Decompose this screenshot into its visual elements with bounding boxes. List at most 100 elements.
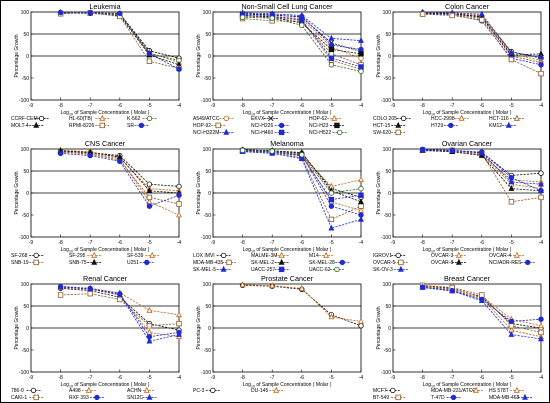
legend: CCRF-CEM HL-60(TB) K-562 MOLT-4 RPMI-8226 SR — [11, 114, 157, 129]
legend: LOX IMVI MALME-3M M14 MDA-MB-435 SK-MEL-2 SK-… — [193, 251, 350, 273]
data-point-legend-ovcar-5 — [398, 259, 404, 266]
data-point-bt-549 — [538, 329, 544, 336]
data-point-legend-m14 — [323, 251, 330, 258]
y-tick-label: 0 — [388, 326, 391, 332]
data-point-nci-h226 — [328, 42, 335, 48]
data-point-legend-mda-mb-435 — [226, 259, 232, 266]
y-tick-label: 100 — [383, 147, 392, 153]
series-sk-mel-5 — [239, 148, 364, 231]
data-point-legend-ht29 — [448, 122, 454, 129]
x-tick-label: -8 — [58, 240, 63, 246]
y-tick-label: -100 — [201, 235, 211, 241]
x-tick-label: -7 — [88, 240, 93, 246]
data-point-legend-sf-295 — [91, 251, 98, 258]
x-tick-label: -9 — [391, 103, 396, 109]
y-tick-label: -50 — [204, 213, 211, 219]
panel-title: Non-Small Cell Lung Cancer — [241, 2, 333, 11]
data-point-sk-ov-3 — [449, 147, 456, 154]
data-point-caki-1 — [176, 320, 182, 327]
data-point-nci-h522 — [239, 14, 246, 20]
legend-item-hct-15: HCT-15 — [373, 121, 406, 129]
x-axis-label-base: 10 — [431, 385, 435, 389]
x-tick-label: -7 — [270, 103, 275, 109]
x-axis-label-log: Log — [423, 110, 432, 116]
data-point-t-47d — [508, 318, 515, 325]
data-point-bt-549 — [508, 323, 515, 329]
legend-label: SN12C — [127, 395, 144, 401]
data-point-legend-sk-mel-2 — [278, 258, 285, 265]
legend-label: NCI-H322M — [193, 130, 219, 136]
x-tick-label: -6 — [118, 375, 123, 381]
series-uacc-62 — [239, 147, 364, 196]
data-point-legend-achn — [143, 386, 150, 393]
y-tick-label: 50 — [385, 304, 391, 310]
x-tick-label: -7 — [450, 103, 455, 109]
y-tick-label: 50 — [23, 304, 29, 310]
data-point-sn12c — [116, 290, 123, 297]
data-point-nci-h460 — [358, 64, 364, 70]
series-line-nci-h522 — [242, 16, 362, 72]
data-point-sk-ov-3 — [419, 146, 426, 153]
legend: IGROV1 OVCAR-3 OVCAR-4 OVCAR-5 OVCAR-8 NCI/AD… — [373, 251, 535, 273]
x-axis-label-text: of Sample Concentration ( Molar ) — [73, 247, 150, 253]
data-point-nci-h522 — [328, 62, 335, 68]
x-tick-label: -9 — [211, 103, 216, 109]
x-tick-label: -5 — [509, 103, 514, 109]
x-tick-label: -8 — [420, 240, 425, 246]
x-tick-label: -8 — [420, 103, 425, 109]
data-point-legend-colo-205 — [400, 115, 407, 122]
y-tick-label: 50 — [205, 32, 211, 38]
x-tick-label: -9 — [29, 103, 34, 109]
legend-item-malme-3m: MALME-3M — [251, 251, 289, 259]
x-tick-label: -5 — [329, 103, 334, 109]
x-axis-label-base: 10 — [431, 113, 435, 117]
data-point-nci-h522 — [358, 68, 364, 75]
legend-label: IGROV1 — [373, 253, 392, 259]
panel-title: Melanoma — [270, 139, 304, 148]
x-tick-label: -4 — [359, 375, 364, 381]
data-point-sw-620 — [449, 12, 455, 19]
legend-label: MDA-MB-468 — [489, 395, 520, 401]
series-hs-578t — [419, 283, 544, 340]
y-tick-label: -100 — [19, 98, 29, 104]
y-tick-label: 100 — [21, 282, 30, 288]
data-point-legend-molt-4 — [33, 121, 40, 128]
series-line-hl-60-tb — [60, 12, 180, 63]
x-tick-label: -4 — [539, 375, 544, 381]
y-tick-label: 100 — [203, 10, 212, 16]
y-tick-label: 100 — [383, 282, 392, 288]
series-line-mda-mb-468 — [422, 287, 542, 340]
data-point-legend-sf-539 — [149, 251, 156, 258]
data-point-legend-mda-mb-231-atcc — [473, 386, 479, 393]
y-tick-label: 0 — [26, 326, 29, 332]
data-point-pc-3 — [358, 323, 364, 329]
series-line-786-0 — [60, 288, 180, 331]
data-point-legend-hs-578t — [513, 386, 520, 393]
y-tick-label: 0 — [26, 54, 29, 60]
legend-item-u251: U251 — [127, 259, 154, 266]
data-point-caki-1 — [117, 296, 123, 303]
legend-label: SK-OV-3 — [373, 267, 393, 273]
data-point-sr — [117, 10, 123, 17]
data-point-legend-hct-116 — [513, 114, 520, 121]
legend-item-hl-60-tb: HL-60(TB) — [69, 114, 110, 122]
panel-title: Ovarian Cancer — [442, 139, 493, 148]
data-point-legend-hct-15 — [395, 121, 402, 128]
legend-item-sf-268: SF-268 — [11, 252, 44, 259]
x-axis-label-base: 10 — [251, 113, 255, 117]
data-point-legend-uacc-257 — [278, 266, 285, 273]
data-point-sk-ov-3 — [508, 178, 515, 185]
series-nci-h460 — [239, 12, 364, 70]
data-point-sk-mel-5 — [358, 215, 364, 222]
y-tick-label: 100 — [21, 10, 30, 16]
data-point-t-47d — [538, 316, 544, 322]
x-tick-label: -4 — [177, 240, 182, 246]
y-tick-label: -100 — [381, 235, 391, 241]
series-mcf7 — [419, 283, 544, 331]
series-hct-15 — [419, 9, 544, 58]
legend-item-uacc-62: UACC-62 — [309, 266, 344, 273]
series-rpmi-8226 — [57, 10, 182, 72]
legend-item-m14: M14 — [309, 251, 334, 259]
legend-item-nci-h322m: NCI-H322M — [193, 128, 234, 136]
